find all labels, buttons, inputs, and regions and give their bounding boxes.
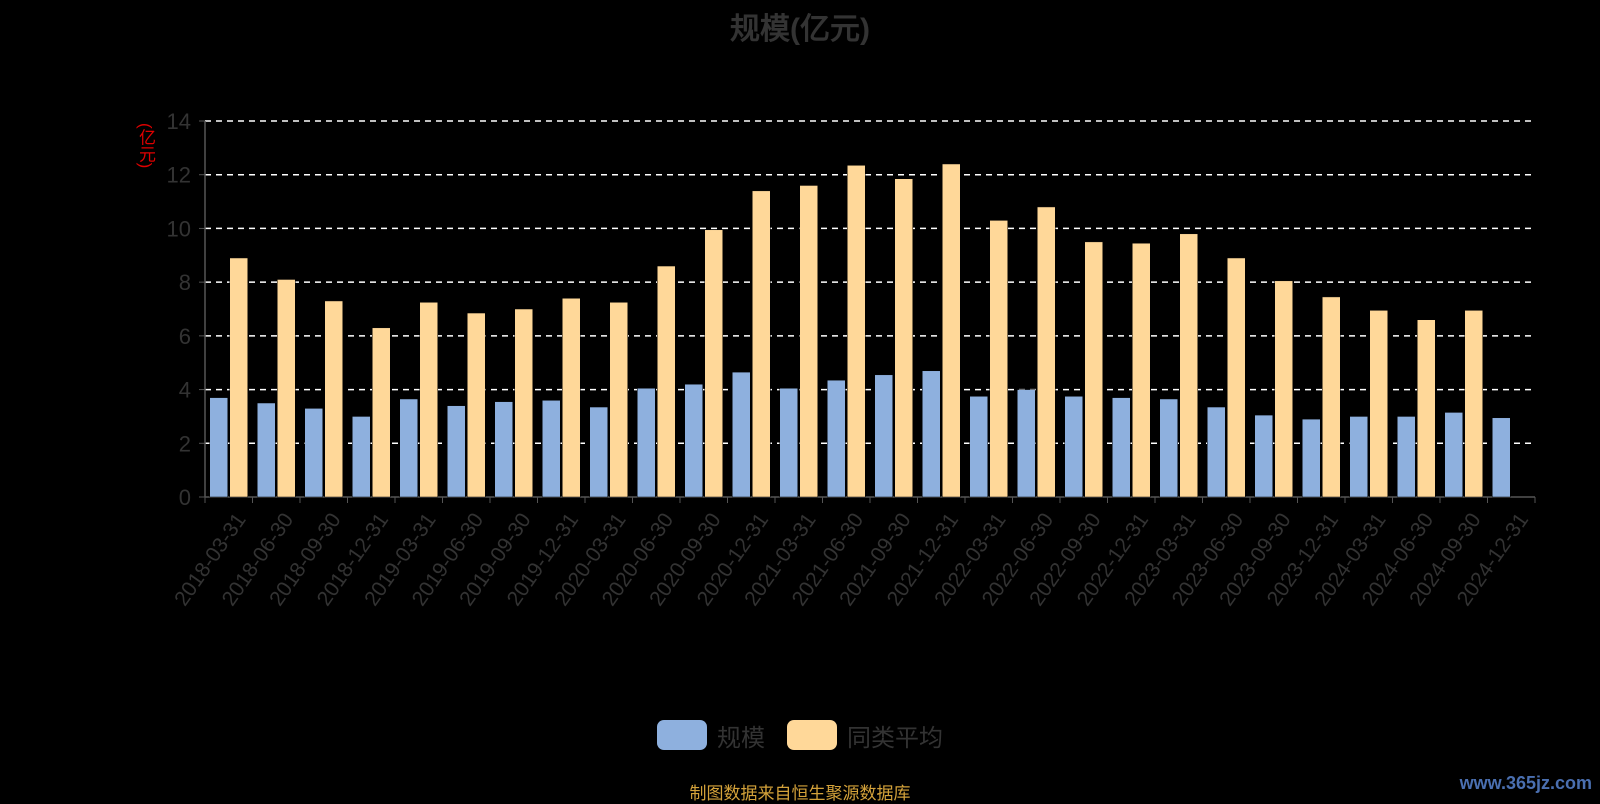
bar-scale (1159, 398, 1178, 498)
bar-peer-average (372, 327, 391, 498)
legend-label-scale: 规模 (717, 724, 765, 752)
y-tick-label: 2 (179, 431, 191, 456)
chart-title: 规模(亿元) (730, 13, 870, 46)
bar-scale (637, 387, 656, 498)
legend-swatch-peer-average (787, 720, 837, 750)
bar-scale (1017, 389, 1036, 498)
y-axis-unit-label: (亿元) (136, 123, 155, 169)
bar-peer-average (1227, 257, 1246, 498)
legend: 规模 同类平均 (0, 718, 1600, 752)
bar-scale (827, 379, 846, 498)
bar-peer-average (1179, 233, 1198, 498)
bar-peer-average (324, 300, 343, 498)
bar-peer-average (514, 308, 533, 498)
bar-scale (304, 408, 323, 498)
bar-scale (399, 398, 418, 498)
bar-peer-average (1417, 319, 1436, 498)
legend-item-peer-average[interactable]: 同类平均 (787, 718, 943, 753)
y-tick-label: 0 (179, 485, 191, 510)
bar-peer-average (657, 265, 676, 498)
bar-scale (1444, 412, 1463, 498)
bar-scale (732, 371, 751, 498)
bar-scale (779, 387, 798, 498)
bar-peer-average (1037, 206, 1056, 498)
bar-peer-average (467, 312, 486, 498)
bar-peer-average (1084, 241, 1103, 498)
bar-peer-average (1464, 310, 1483, 498)
bar-scale (209, 397, 228, 498)
bar-scale (684, 383, 703, 498)
y-tick-label: 6 (179, 324, 191, 349)
bar-scale (1492, 417, 1511, 498)
bar-peer-average (894, 178, 913, 498)
bar-peer-average (942, 163, 961, 498)
legend-item-scale[interactable]: 规模 (657, 718, 765, 753)
y-tick-label: 8 (179, 270, 191, 295)
bar-scale (922, 370, 941, 498)
bar-scale (1207, 406, 1226, 498)
bar-peer-average (799, 185, 818, 498)
bar-scale (352, 416, 371, 498)
watermark: www.365jz.com (1459, 773, 1592, 793)
bar-peer-average (847, 165, 866, 498)
bar-scale (542, 400, 561, 498)
y-tick-label: 10 (167, 216, 191, 241)
bar-peer-average (229, 257, 248, 498)
y-tick-label: 4 (179, 378, 191, 403)
data-source-note: 制图数据来自恒生聚源数据库 (689, 784, 911, 803)
bar-scale (1302, 418, 1321, 498)
y-tick-label: 12 (167, 163, 191, 188)
bar-scale (969, 396, 988, 498)
legend-label-peer-average: 同类平均 (847, 724, 943, 752)
bar-scale (257, 402, 276, 498)
bar-scale (1254, 414, 1273, 498)
bar-peer-average (1369, 310, 1388, 498)
bar-peer-average (419, 302, 438, 498)
bar-scale (1349, 416, 1368, 498)
bar-scale (1112, 397, 1131, 498)
bar-peer-average (1322, 296, 1341, 498)
bar-peer-average (989, 220, 1008, 498)
bar-peer-average (1132, 242, 1151, 498)
legend-swatch-scale (657, 720, 707, 750)
bar-scale (447, 405, 466, 498)
bar-scale (874, 374, 893, 498)
bar-scale (589, 406, 608, 498)
y-tick-label: 14 (167, 109, 191, 134)
bar-peer-average (704, 229, 723, 498)
bar-peer-average (609, 302, 628, 498)
bar-peer-average (752, 190, 771, 498)
bar-peer-average (562, 298, 581, 498)
bar-scale (1397, 416, 1416, 498)
bar-peer-average (277, 279, 296, 498)
bar-scale (1064, 396, 1083, 498)
bar-scale (494, 401, 513, 498)
bar-peer-average (1274, 280, 1293, 498)
